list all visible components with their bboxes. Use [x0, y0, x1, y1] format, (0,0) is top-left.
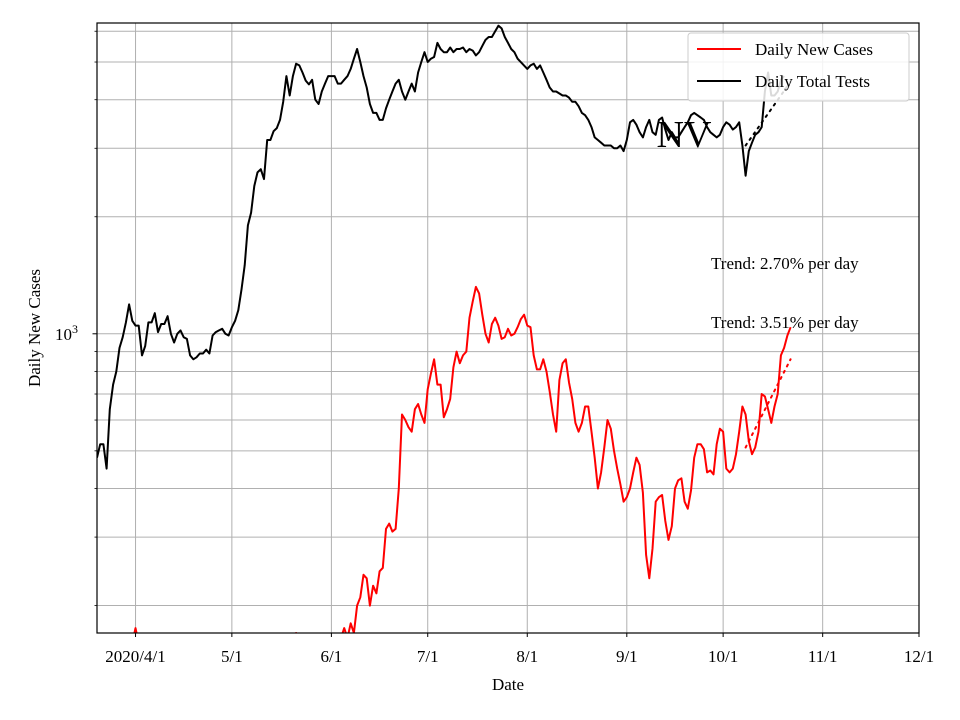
series-line-daily-new-cases: [133, 285, 792, 633]
legend-label-tests: Daily Total Tests: [755, 72, 870, 91]
plot-frame: [96, 22, 920, 634]
series-line-daily-total-tests: [97, 24, 785, 470]
legend-label-cases: Daily New Cases: [755, 40, 873, 59]
trend-annotation-cases: Trend: 3.51% per day: [711, 313, 859, 332]
x-tick-label: 6/1: [321, 647, 343, 666]
state-label: NV: [657, 114, 712, 156]
grid: [97, 23, 920, 633]
y-axis-label: Daily New Cases: [25, 269, 44, 387]
axis-ticks: 2020/4/1 5/1 6/1 7/1 8/1 9/1 10/1 11/1 12/1 103: [55, 30, 934, 666]
x-tick-label: 11/1: [808, 647, 838, 666]
y-tick-label: 103: [55, 322, 78, 344]
x-tick-label: 8/1: [516, 647, 538, 666]
x-tick-label: 7/1: [417, 647, 439, 666]
legend: Daily New Cases Daily Total Tests: [687, 32, 910, 102]
x-tick-label: 12/1: [904, 647, 934, 666]
trend-annotation-tests: Trend: 2.70% per day: [711, 254, 859, 273]
x-tick-label: 9/1: [616, 647, 638, 666]
x-axis-label: Date: [492, 675, 524, 694]
x-tick-label: 2020/4/1: [105, 647, 165, 666]
x-tick-label: 5/1: [221, 647, 243, 666]
legend-box: [687, 32, 910, 102]
x-tick-label: 10/1: [708, 647, 738, 666]
trend-line-cases: [744, 358, 792, 449]
